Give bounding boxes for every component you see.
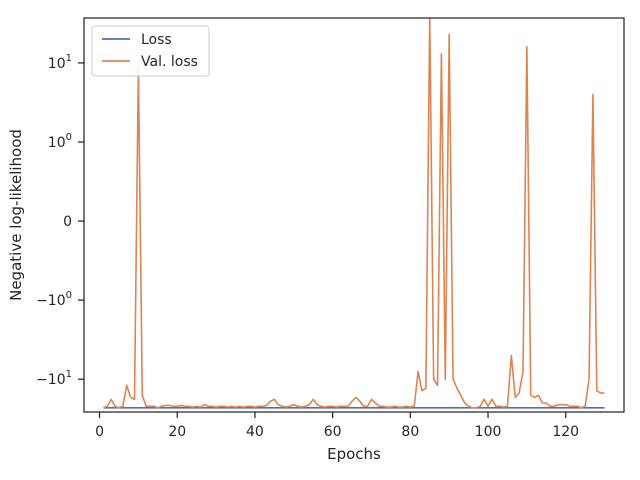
y-tick-label: −100 [36,290,72,309]
y-tick-label: −101 [36,369,72,388]
series-layer [103,18,605,409]
legend-label: Val. loss [141,54,198,70]
x-tick-label: 80 [401,424,419,440]
legend-label: Loss [141,32,172,48]
y-tick-label: 0 [63,214,72,230]
x-tick-label: 60 [324,424,342,440]
plot-frame [83,17,625,413]
x-tick-label: 20 [168,424,186,440]
y-tick-label: 100 [48,132,72,151]
x-tick-label: 0 [95,424,104,440]
legend: Loss Val. loss [91,25,210,77]
x-tick-label: 100 [475,424,502,440]
x-tick-label: 120 [552,424,579,440]
y-axis-label: Negative log-likelihood [7,129,25,301]
x-axis-label: Epochs [327,445,381,463]
series-line-val-loss [103,18,605,409]
y-tick-label: 101 [48,53,72,72]
ticks-layer: 0 20 40 60 80 100 120 101 100 0 −100 −101 [36,53,579,440]
x-tick-label: 40 [246,424,264,440]
